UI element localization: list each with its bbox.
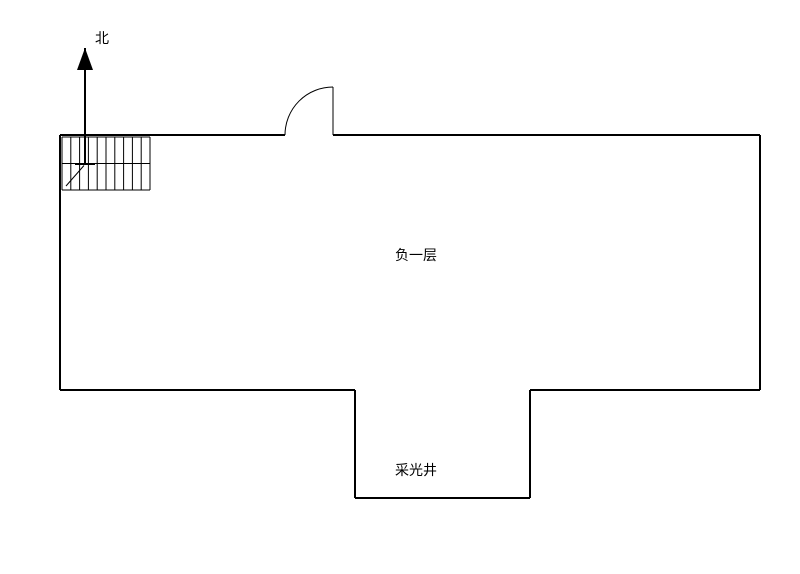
light-well-label: 采光井 <box>395 460 437 480</box>
main-room-outline <box>60 87 760 390</box>
stairs <box>62 137 150 190</box>
main-room-label: 负一层 <box>395 245 437 265</box>
north-arrow <box>75 48 95 164</box>
north-label: 北 <box>95 28 109 48</box>
floorplan-canvas <box>0 0 800 574</box>
light-well-outline <box>355 390 530 498</box>
